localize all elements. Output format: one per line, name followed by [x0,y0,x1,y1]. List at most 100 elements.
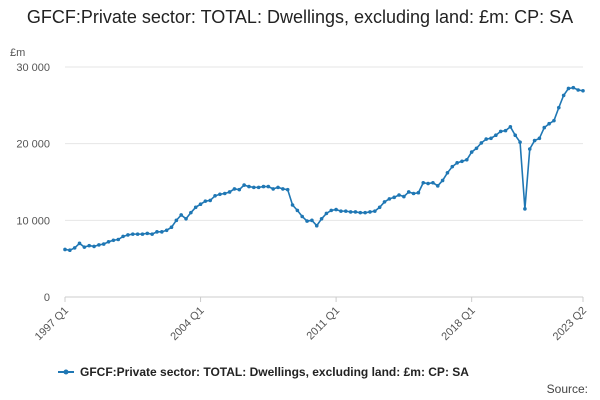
data-point [465,157,469,162]
data-point [189,210,193,215]
data-point [397,193,401,197]
data-point [421,180,426,185]
data-point [440,178,445,183]
data-point [319,217,324,221]
data-point [392,195,397,200]
data-point [295,208,300,213]
data-point [126,233,130,237]
y-axis-unit-label: £m [10,47,25,59]
data-point [460,159,464,164]
source-label: Source: [546,382,588,396]
data-point [72,246,77,250]
data-point [106,240,111,244]
data-point [373,209,377,213]
data-point [314,223,319,228]
x-axis [64,296,584,302]
data-point [445,171,450,175]
data-point [261,184,266,189]
y-tick-labels: 0 10 000 20 000 30 000 [16,62,50,304]
data-point [576,88,580,92]
data-point [377,205,382,210]
data-point [101,242,106,246]
data-point [145,231,150,236]
data-point [343,209,348,213]
grid-lines [65,66,583,221]
data-point [121,234,125,239]
chart-title: GFCF:Private sector: TOTAL: Dwellings, e… [26,7,574,27]
data-point [111,238,116,243]
data-point [150,232,154,236]
data-point [324,211,329,216]
data-point [290,203,295,207]
data-point [213,194,217,198]
data-point [339,209,343,213]
data-point [479,141,484,145]
data-point [155,230,159,234]
data-point [92,244,96,249]
data-point [348,210,353,214]
data-point [160,230,164,234]
data-point [513,133,518,138]
data-point [135,232,140,236]
data-point [276,185,280,190]
data-point [203,199,208,203]
legend-label: GFCF:Private sector: TOTAL: Dwellings, e… [80,365,469,379]
x-tick-label: 2011 Q1 [304,305,342,343]
data-point [237,187,242,192]
legend-marker [63,369,69,375]
data-point [508,125,513,129]
data-point [469,150,474,154]
data-point [532,138,537,143]
data-point [63,247,67,252]
data-point [566,86,571,91]
data-point [174,218,179,223]
data-point [68,248,72,253]
series-points [63,85,585,253]
y-tick-label: 10 000 [16,215,50,227]
data-point [368,210,372,214]
data-point [77,241,82,246]
data-point [285,187,290,192]
data-point [198,202,203,207]
data-point [222,191,227,196]
data-point [116,237,121,242]
data-point [426,181,430,186]
data-point [208,198,213,203]
data-point [484,137,488,141]
data-point [82,245,87,249]
data-point [310,218,314,223]
data-point [523,207,527,211]
data-point [329,208,334,213]
data-point [242,183,246,187]
data-point [552,118,556,123]
data-point [140,232,145,236]
data-point [450,164,455,169]
data-point [581,88,585,93]
data-point [455,161,459,165]
data-point [363,210,367,215]
data-point [227,190,232,194]
data-point [537,136,542,141]
data-point [387,197,392,201]
data-point [561,93,566,98]
data-point [494,133,498,138]
data-point [232,187,237,191]
data-point [416,190,421,195]
x-tick-labels: 1997 Q1 2004 Q1 2011 Q1 2018 Q1 2023 Q2 [33,305,589,343]
y-tick-label: 20 000 [16,139,50,151]
data-point [87,243,92,248]
x-tick-label: 2004 Q1 [168,305,206,343]
data-point [411,191,416,196]
data-point [184,217,188,221]
legend: GFCF:Private sector: TOTAL: Dwellings, e… [58,365,469,379]
data-point [518,140,522,144]
data-point [489,136,493,141]
y-tick-label: 0 [44,292,50,304]
data-point [358,210,363,215]
data-point [556,105,561,110]
data-point [498,129,503,134]
data-point [527,147,532,151]
data-point [300,214,305,219]
data-point [402,194,406,199]
